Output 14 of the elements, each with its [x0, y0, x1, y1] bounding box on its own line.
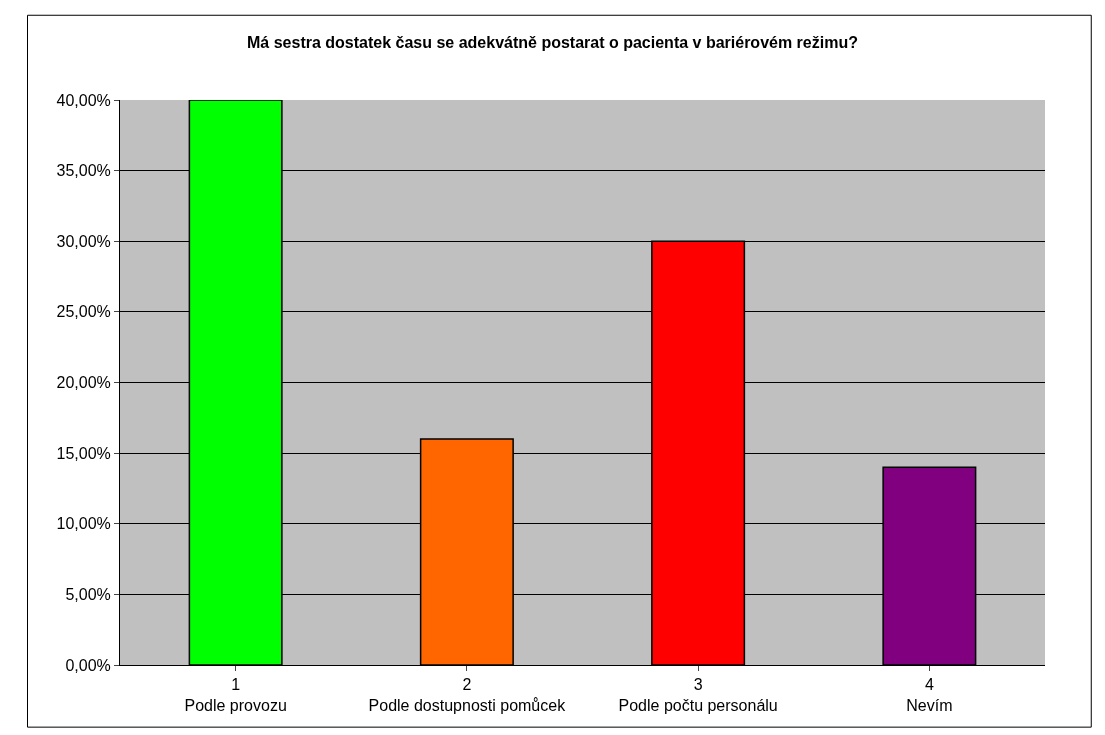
- y-tick-label: 30,00%: [56, 232, 111, 250]
- y-tick-label: 15,00%: [56, 444, 111, 462]
- y-tick-label: 35,00%: [56, 162, 111, 180]
- y-tick-label: 5,00%: [65, 585, 111, 603]
- x-tick-label: 2 Podle dostupnosti pomůcek: [368, 676, 567, 714]
- y-tick-label: 0,00%: [65, 656, 111, 674]
- chart-title: Má sestra dostatek času se adekvátně postarat o pacienta v bariérovém režimu?: [247, 33, 858, 51]
- y-tick-label: 40,00%: [56, 91, 111, 109]
- x-tick-label: 1 Podle provozu: [184, 676, 287, 714]
- y-tick-label: 10,00%: [56, 515, 111, 533]
- y-tick-label: 20,00%: [56, 374, 111, 392]
- x-tick-label: 4 Nevím: [906, 676, 953, 714]
- x-tick-label: 3 Podle počtu personálu: [618, 676, 778, 714]
- y-tick-label: 25,00%: [56, 303, 111, 321]
